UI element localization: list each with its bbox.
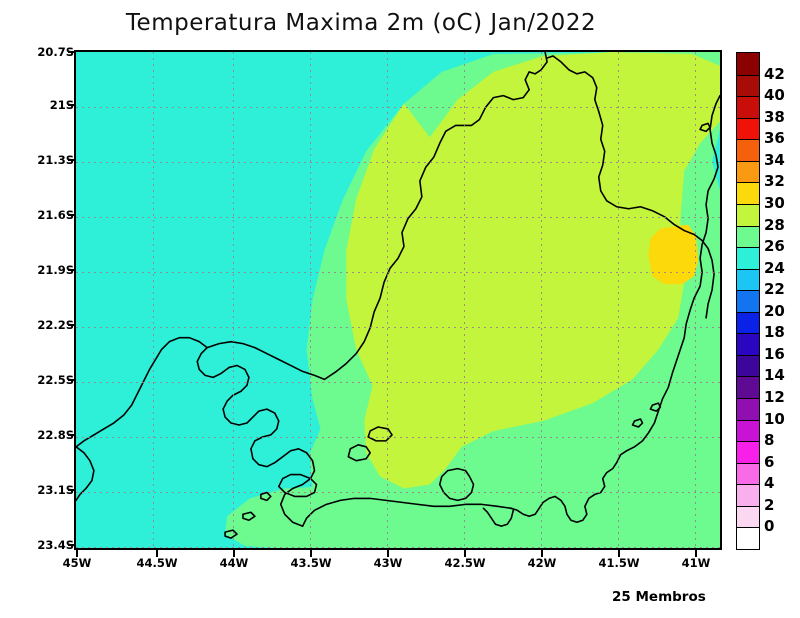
colorbar-band xyxy=(737,527,759,549)
x-axis-tick-label: 41.5W xyxy=(598,556,640,570)
x-axis-tick-mark xyxy=(233,550,235,557)
colorbar-band xyxy=(737,203,759,226)
colorbar-tick-label: 18 xyxy=(764,323,785,342)
x-axis-tick-mark xyxy=(156,550,158,557)
y-axis-tick-mark xyxy=(68,379,75,381)
colorbar-band xyxy=(737,268,759,291)
temperature-field xyxy=(76,52,720,548)
colorbar-tick-label: 36 xyxy=(764,129,785,148)
x-axis-tick-label: 44.5W xyxy=(136,556,178,570)
x-axis-tick-mark xyxy=(387,550,389,557)
x-axis-tick-mark xyxy=(464,550,466,557)
colorbar-band xyxy=(737,354,759,377)
colorbar-tick-label: 22 xyxy=(764,280,785,299)
colorbar-tick-label: 40 xyxy=(764,86,785,105)
y-axis-tick-label: 22.8S xyxy=(37,428,74,442)
colorbar-tick-label: 8 xyxy=(764,431,775,450)
y-axis-tick-label: 21.6S xyxy=(37,208,74,222)
y-axis-tick-label: 22.2S xyxy=(37,318,74,332)
colorbar-band xyxy=(737,182,759,204)
colorbar-tick-label: 10 xyxy=(764,409,785,428)
y-axis-tick-label: 21.3S xyxy=(37,153,74,167)
colorbar-band xyxy=(737,74,759,97)
y-axis-tick-label: 23.1S xyxy=(37,483,74,497)
colorbar-tick-label: 2 xyxy=(764,495,775,514)
colorbar-band xyxy=(737,247,759,269)
ensemble-members-note: 25 Membros xyxy=(612,589,706,605)
colorbar-tick-label: 38 xyxy=(764,107,785,126)
colorbar-tick-label: 42 xyxy=(764,64,785,83)
colorbar-tick-label: 16 xyxy=(764,344,785,363)
colorbar-tick-label: 32 xyxy=(764,172,785,191)
colorbar-band xyxy=(737,462,759,485)
colorbar-band xyxy=(737,117,759,140)
colorbar-tick-label: 6 xyxy=(764,452,775,471)
x-axis-tick-label: 42.5W xyxy=(444,556,486,570)
x-axis-tick-mark xyxy=(618,550,620,557)
x-axis-tick-mark xyxy=(541,550,543,557)
x-axis-tick-label: 41W xyxy=(681,556,711,570)
y-axis-tick-mark xyxy=(68,159,75,161)
colorbar-band xyxy=(737,311,759,334)
colorbar-tick-label: 4 xyxy=(764,474,775,493)
colorbar-tick-label: 0 xyxy=(764,517,775,536)
colorbar-band xyxy=(737,484,759,506)
x-axis-tick-label: 44W xyxy=(219,556,249,570)
colorbar-tick-label: 28 xyxy=(764,215,785,234)
colorbar-tick-label: 30 xyxy=(764,193,785,212)
y-axis-tick-mark xyxy=(68,324,75,326)
colorbar-tick-label: 34 xyxy=(764,150,785,169)
y-axis-tick-mark xyxy=(68,51,75,53)
colorbar-band xyxy=(737,419,759,442)
y-axis-tick-label: 21S xyxy=(49,98,74,112)
y-axis-tick-label: 21.9S xyxy=(37,263,74,277)
y-axis-tick-mark xyxy=(68,489,75,491)
colorbar-band xyxy=(737,290,759,312)
colorbar-band xyxy=(737,53,759,75)
colorbar[interactable] xyxy=(736,52,760,550)
colorbar-band xyxy=(737,398,759,420)
y-axis-tick-mark xyxy=(68,214,75,216)
y-axis-tick-label: 20.7S xyxy=(37,45,74,59)
y-axis-tick-mark xyxy=(68,269,75,271)
colorbar-band xyxy=(737,139,759,161)
x-axis-tick-label: 43W xyxy=(373,556,403,570)
x-axis-tick-label: 42W xyxy=(527,556,557,570)
colorbar-tick-label: 26 xyxy=(764,237,785,256)
x-axis-tick-label: 43.5W xyxy=(290,556,332,570)
colorbar-band xyxy=(737,96,759,118)
y-axis-tick-mark xyxy=(68,544,75,546)
y-axis-tick-label: 23.4S xyxy=(37,538,74,552)
colorbar-tick-label: 14 xyxy=(764,366,785,385)
x-axis-tick-mark xyxy=(76,550,78,557)
map-plot-area[interactable] xyxy=(74,50,722,550)
x-axis-tick-label: 45W xyxy=(62,556,92,570)
colorbar-tick-label: 20 xyxy=(764,301,785,320)
x-axis-tick-mark xyxy=(310,550,312,557)
page-title: Temperatura Maxima 2m (oC) Jan/2022 xyxy=(125,10,597,36)
colorbar-band xyxy=(737,225,759,248)
y-axis-tick-mark xyxy=(68,434,75,436)
colorbar-tick-label: 12 xyxy=(764,388,785,407)
y-axis-tick-mark xyxy=(68,104,75,106)
colorbar-band xyxy=(737,333,759,355)
x-axis-tick-mark xyxy=(695,550,697,557)
colorbar-band xyxy=(737,160,759,183)
colorbar-band xyxy=(737,376,759,399)
colorbar-tick-label: 24 xyxy=(764,258,785,277)
colorbar-band xyxy=(737,505,759,528)
colorbar-band xyxy=(737,441,759,463)
y-axis-tick-label: 22.5S xyxy=(37,373,74,387)
